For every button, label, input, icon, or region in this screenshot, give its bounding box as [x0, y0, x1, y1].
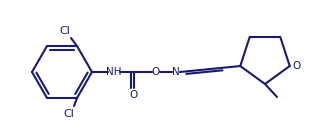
Text: O: O [152, 67, 160, 77]
Text: Cl: Cl [60, 26, 70, 36]
Text: N: N [172, 67, 180, 77]
Text: Cl: Cl [64, 109, 74, 119]
Text: NH: NH [106, 67, 122, 77]
Text: O: O [129, 90, 137, 100]
Text: O: O [293, 61, 301, 71]
